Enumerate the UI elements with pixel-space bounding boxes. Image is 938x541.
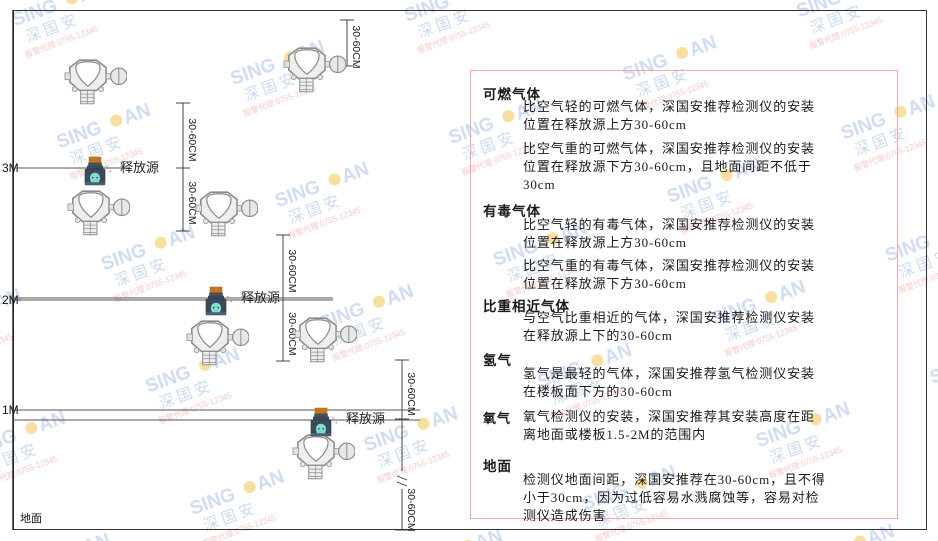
svg-text:释放源: 释放源 bbox=[241, 290, 280, 305]
svg-text:释放源: 释放源 bbox=[346, 411, 385, 426]
svg-text:30-60CM: 30-60CM bbox=[405, 488, 417, 531]
svg-text:释放源: 释放源 bbox=[120, 160, 159, 175]
svg-text:2M: 2M bbox=[2, 293, 19, 307]
svg-text:30-60CM: 30-60CM bbox=[186, 118, 198, 161]
svg-text:地面: 地面 bbox=[20, 512, 42, 525]
svg-text:1M: 1M bbox=[2, 403, 19, 417]
svg-text:30-60CM: 30-60CM bbox=[350, 25, 362, 68]
svg-text:30-60CM: 30-60CM bbox=[186, 181, 198, 224]
svg-text:30-60CM: 30-60CM bbox=[405, 372, 417, 415]
svg-text:30-60CM: 30-60CM bbox=[286, 249, 298, 292]
